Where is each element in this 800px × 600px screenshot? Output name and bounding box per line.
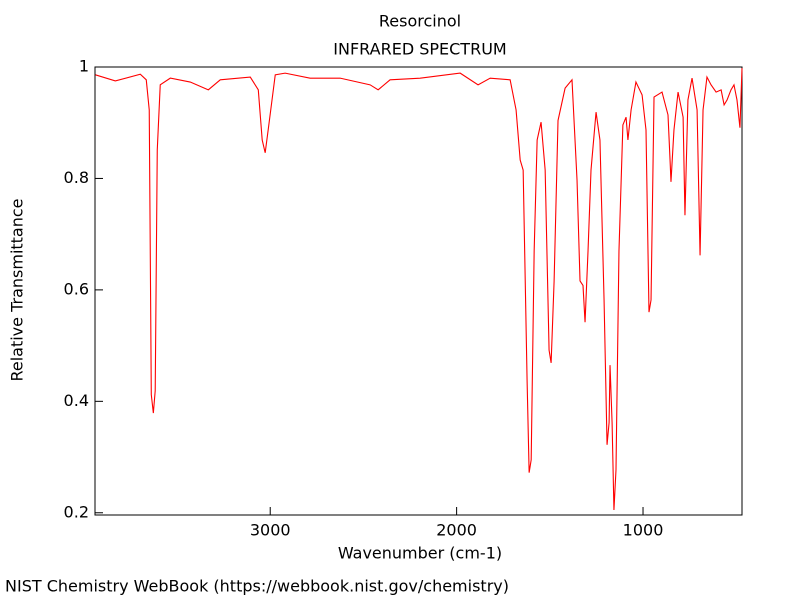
y-axis-label: Relative Transmittance [8,198,27,381]
plot-frame [94,66,743,516]
y-tick-label: 0.2 [64,502,89,521]
x-axis-label: Wavenumber (cm-1) [338,544,502,563]
spectrum-line [95,68,743,511]
x-tick-label: 2000 [436,521,477,540]
y-tick-label: 1 [79,57,89,76]
y-tick-label: 0.8 [64,168,89,187]
chart-title: Resorcinol [379,12,461,31]
y-tick-label: 0.6 [64,279,89,298]
chart-subtitle: INFRARED SPECTRUM [333,40,506,59]
x-tick-label: 1000 [623,521,664,540]
y-tick-label: 0.4 [64,391,89,410]
source-note: NIST Chemistry WebBook (https://webbook.… [5,577,509,596]
x-tick-label: 3000 [250,521,291,540]
